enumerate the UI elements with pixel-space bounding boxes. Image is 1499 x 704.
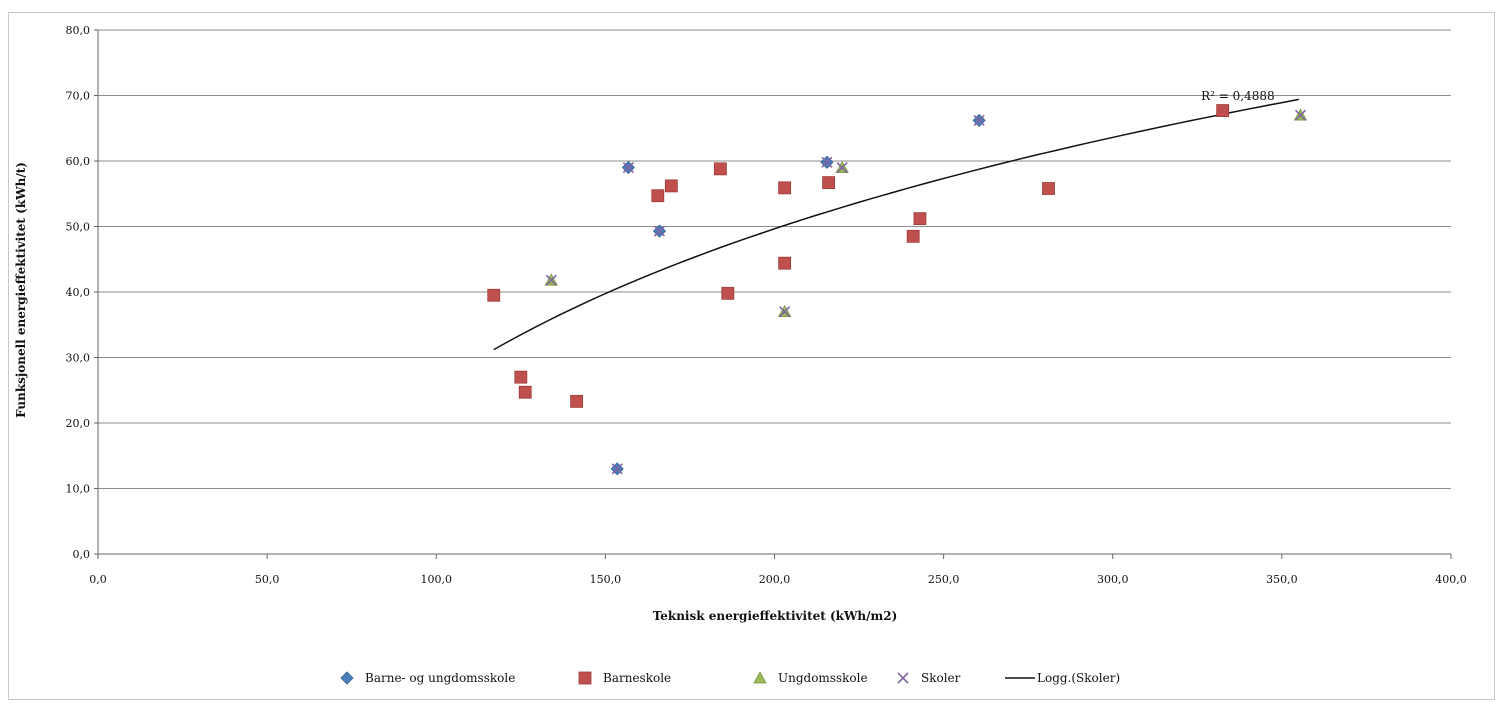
- legend-marker-ungdomsskole: [753, 671, 767, 684]
- point-barneskole: [913, 212, 927, 226]
- legend-item-barneskole: Barneskole: [578, 671, 671, 685]
- point-barneskole: [1042, 182, 1055, 195]
- x-tick-label: 350,0: [1266, 573, 1298, 586]
- legend-item-trendline: Logg.(Skoler): [1005, 671, 1120, 685]
- y-tick-label: 40,0: [66, 286, 91, 299]
- point-skoler: [611, 463, 623, 475]
- x-tick-label: 400,0: [1435, 573, 1467, 586]
- point-barneskole: [721, 286, 735, 300]
- y-tick-label: 0,0: [73, 548, 91, 561]
- point-barneskole: [713, 162, 727, 176]
- legend-item-ungdomsskole: Ungdomsskole: [753, 671, 868, 685]
- data-points: [487, 104, 1308, 476]
- point-barneskole: [822, 176, 836, 190]
- legend-marker-skoler: [897, 672, 909, 684]
- x-tick-label: 50,0: [255, 573, 280, 586]
- y-tick-label: 30,0: [66, 352, 91, 365]
- x-tick-labels: 0,0 50,0 100,0 150,0 200,0 250,0 300,0 350,0 400…: [89, 554, 1467, 586]
- point-barneskole: [778, 181, 792, 195]
- point-barneskole: [514, 370, 528, 384]
- y-tick-label: 10,0: [66, 483, 91, 496]
- legend-label: Barne- og ungdomsskole: [365, 671, 515, 685]
- legend-label: Skoler: [921, 671, 961, 685]
- y-tick-label: 50,0: [66, 221, 91, 234]
- point-barneskole: [518, 385, 532, 399]
- legend-label: Logg.(Skoler): [1037, 671, 1120, 685]
- x-axis-title: Teknisk energieffektivitet (kWh/m2): [653, 609, 898, 623]
- y-axis-title: Funksjonell energieffektivitet (kWh/t): [14, 162, 28, 418]
- legend-marker-barne-og-ungdomsskole: [340, 671, 354, 685]
- trendline-group: R² = 0,4888: [493, 89, 1299, 351]
- legend-label: Ungdomsskole: [778, 671, 868, 685]
- legend-label: Barneskole: [603, 671, 671, 685]
- x-tick-label: 100,0: [421, 573, 453, 586]
- trendline: [493, 98, 1299, 351]
- point-barneskole: [487, 288, 501, 302]
- x-tick-label: 150,0: [590, 573, 622, 586]
- y-tick-label: 80,0: [66, 24, 91, 37]
- y-tick-label: 20,0: [66, 417, 91, 430]
- point-barneskole: [778, 256, 792, 270]
- chart-frame: [8, 12, 1495, 700]
- point-skoler: [545, 274, 557, 286]
- grid-lines: [98, 29, 1451, 489]
- point-skoler: [821, 156, 833, 168]
- legend-item-skoler: Skoler: [897, 671, 961, 685]
- point-skoler: [836, 161, 848, 174]
- y-tick-label: 60,0: [66, 155, 91, 168]
- y-tick-label: 70,0: [66, 90, 91, 103]
- point-barneskole: [651, 189, 665, 203]
- y-tick-labels: 0,0 10,0 20,0 30,0 40,0 50,0 60,0 70,0 80,0: [66, 24, 98, 561]
- r-squared-label: R² = 0,4888: [1201, 89, 1275, 103]
- x-tick-label: 200,0: [759, 573, 791, 586]
- point-barneskole: [570, 394, 584, 408]
- point-skoler: [622, 161, 634, 174]
- point-barneskole: [664, 179, 678, 193]
- x-tick-label: 0,0: [89, 573, 107, 586]
- point-skoler: [779, 306, 791, 318]
- x-tick-label: 300,0: [1097, 573, 1129, 586]
- legend-marker-barneskole: [578, 671, 592, 685]
- x-tick-label: 250,0: [928, 573, 960, 586]
- point-skoler: [1294, 109, 1307, 121]
- legend-item-barne-og-ungdomsskole: Barne- og ungdomsskole: [340, 671, 515, 685]
- legend: Barne- og ungdomsskole Barneskole Ungdomss…: [340, 671, 1120, 685]
- point-barneskole: [906, 229, 920, 243]
- point-barneskole: [1216, 104, 1230, 117]
- point-skoler: [973, 114, 985, 126]
- point-skoler: [653, 225, 666, 237]
